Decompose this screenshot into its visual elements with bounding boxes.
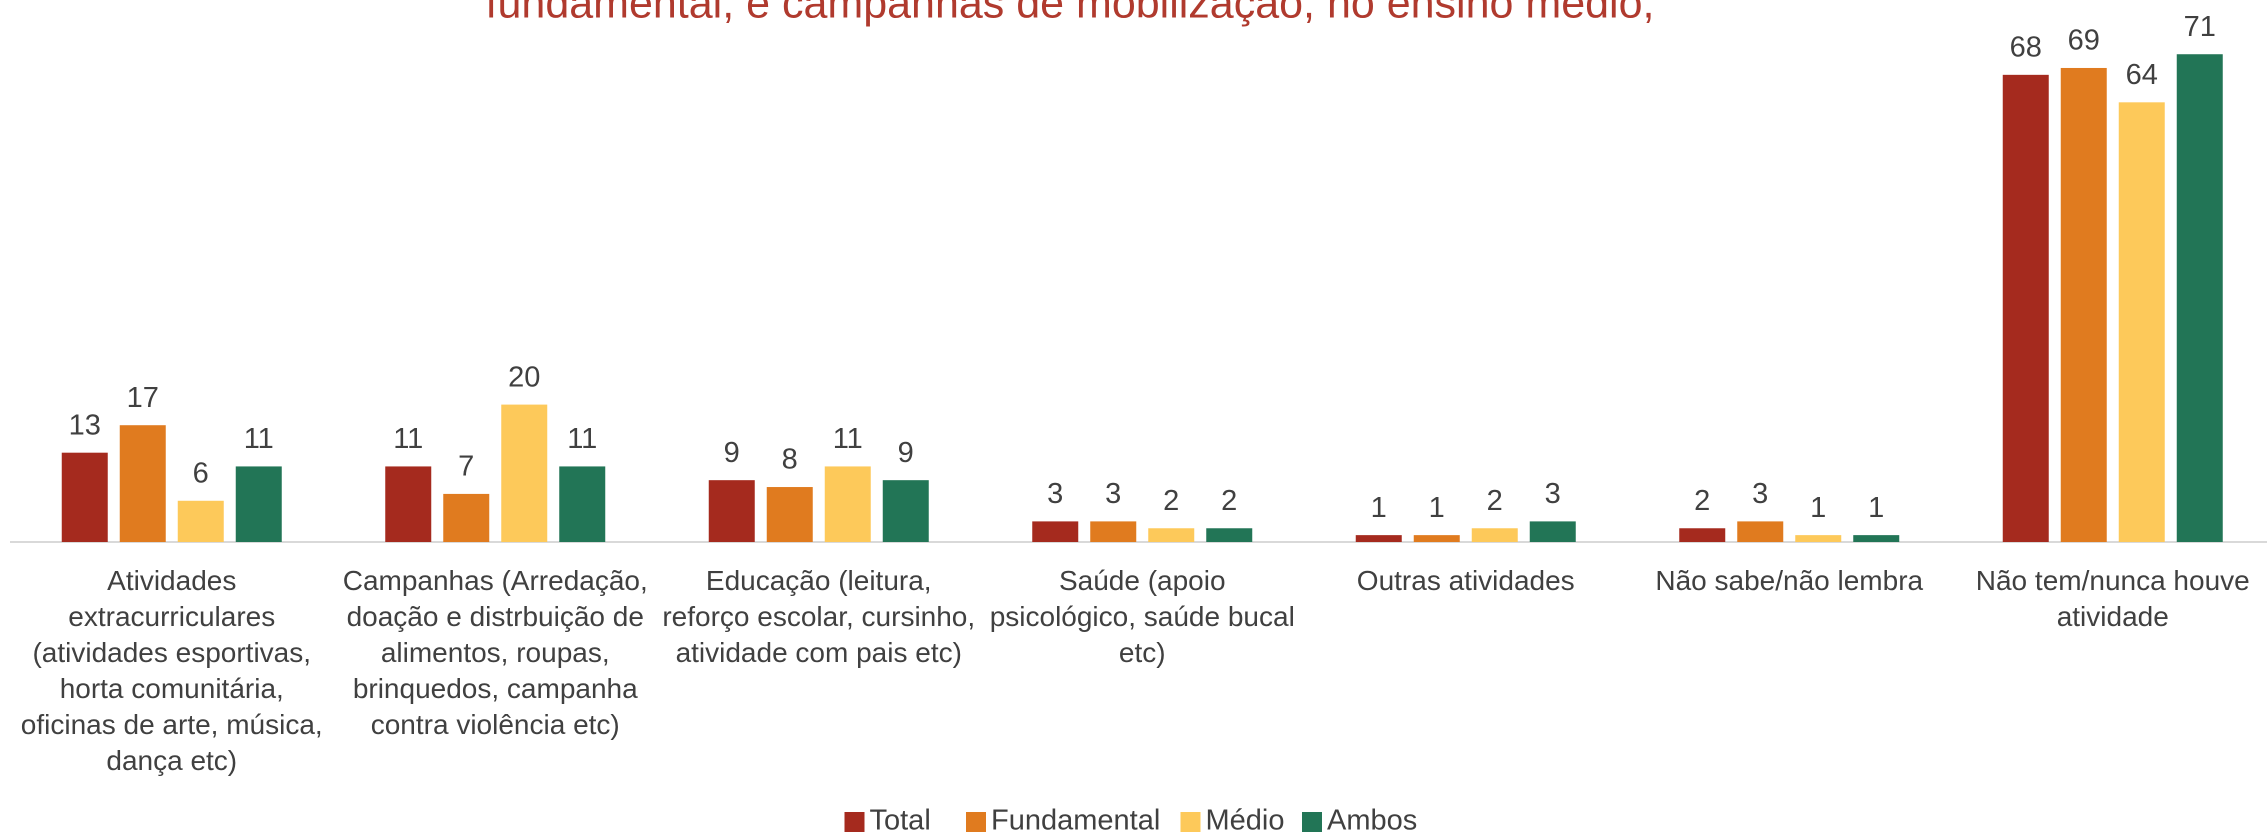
- x-tick-label: Saúde (apoio psicológico, saúde bucal et…: [989, 565, 1295, 668]
- data-label: 20: [508, 361, 540, 393]
- data-label: 2: [1487, 485, 1503, 517]
- bar: [882, 480, 929, 542]
- bar: [1737, 521, 1784, 542]
- x-tick-label: Educação (leitura, reforço escolar, curs…: [662, 565, 976, 668]
- data-label: 6: [193, 457, 209, 489]
- data-label: 2: [1163, 485, 1179, 517]
- legend-swatch: [966, 812, 986, 832]
- data-label: 3: [1047, 478, 1063, 510]
- bar: [1413, 535, 1460, 542]
- bar: [766, 487, 813, 542]
- bar: [559, 466, 606, 542]
- x-tick-label: Não tem/nunca houve atividade: [1975, 565, 2250, 632]
- data-label: 9: [724, 437, 740, 469]
- bar: [2118, 102, 2165, 542]
- bar: [1090, 521, 1137, 542]
- bar: [1529, 521, 1576, 542]
- bar: [2060, 67, 2107, 542]
- data-label: 1: [1429, 492, 1445, 524]
- x-tick-label: Outras atividades: [1356, 565, 1575, 596]
- data-label: 69: [2068, 25, 2100, 57]
- bar: [385, 466, 432, 542]
- data-label: 1: [1371, 492, 1387, 524]
- legend-swatch: [1180, 812, 1201, 832]
- chart-title: fundamental, e campanhas de mobilização,…: [486, 0, 1655, 27]
- data-label: 71: [2184, 11, 2216, 43]
- data-label: 2: [1694, 485, 1710, 517]
- x-tick-label: Campanhas (Arredação, doação e distrbuiç…: [342, 565, 648, 740]
- data-label: 64: [2126, 59, 2158, 91]
- legend-label: Ambos: [1327, 805, 1417, 836]
- data-label: 8: [782, 444, 798, 476]
- legend-swatch: [844, 812, 865, 832]
- bar: [1853, 535, 1900, 542]
- data-label: 7: [458, 451, 474, 483]
- legend-swatch: [1302, 812, 1322, 832]
- data-label: 11: [393, 423, 423, 455]
- data-label: 13: [69, 409, 101, 441]
- bar: [501, 404, 548, 542]
- data-label: 9: [898, 437, 914, 469]
- bar: [1471, 528, 1518, 542]
- data-label: 1: [1810, 492, 1826, 524]
- bar: [177, 500, 224, 542]
- bar: [1206, 528, 1253, 542]
- bar: [1355, 535, 1402, 542]
- legend-label: Médio: [1206, 805, 1285, 836]
- bar: [824, 466, 871, 542]
- x-tick-label: Atividades extracurriculares (atividades…: [20, 565, 323, 776]
- data-label: 3: [1105, 478, 1121, 510]
- legend-label: Total: [870, 805, 931, 836]
- data-label: 11: [833, 423, 863, 455]
- data-label: 3: [1752, 478, 1768, 510]
- data-label: 1: [1868, 492, 1884, 524]
- bar: [2002, 74, 2049, 542]
- x-tick-label: Não sabe/não lembra: [1655, 565, 1924, 596]
- bar: [2176, 54, 2223, 542]
- data-label: 11: [567, 423, 597, 455]
- bar: [708, 480, 755, 542]
- bar: [61, 452, 108, 542]
- data-label: 17: [127, 382, 159, 414]
- data-label: 3: [1545, 478, 1561, 510]
- bar: [443, 493, 490, 542]
- bar: [1148, 528, 1195, 542]
- data-label: 2: [1221, 485, 1237, 517]
- bar: [119, 425, 166, 542]
- bar: [235, 466, 282, 542]
- data-label: 68: [2010, 31, 2042, 63]
- data-label: 11: [244, 423, 274, 455]
- bar: [1795, 535, 1842, 542]
- bar: [1032, 521, 1079, 542]
- bar: [1679, 528, 1726, 542]
- legend-label: Fundamental: [991, 805, 1160, 836]
